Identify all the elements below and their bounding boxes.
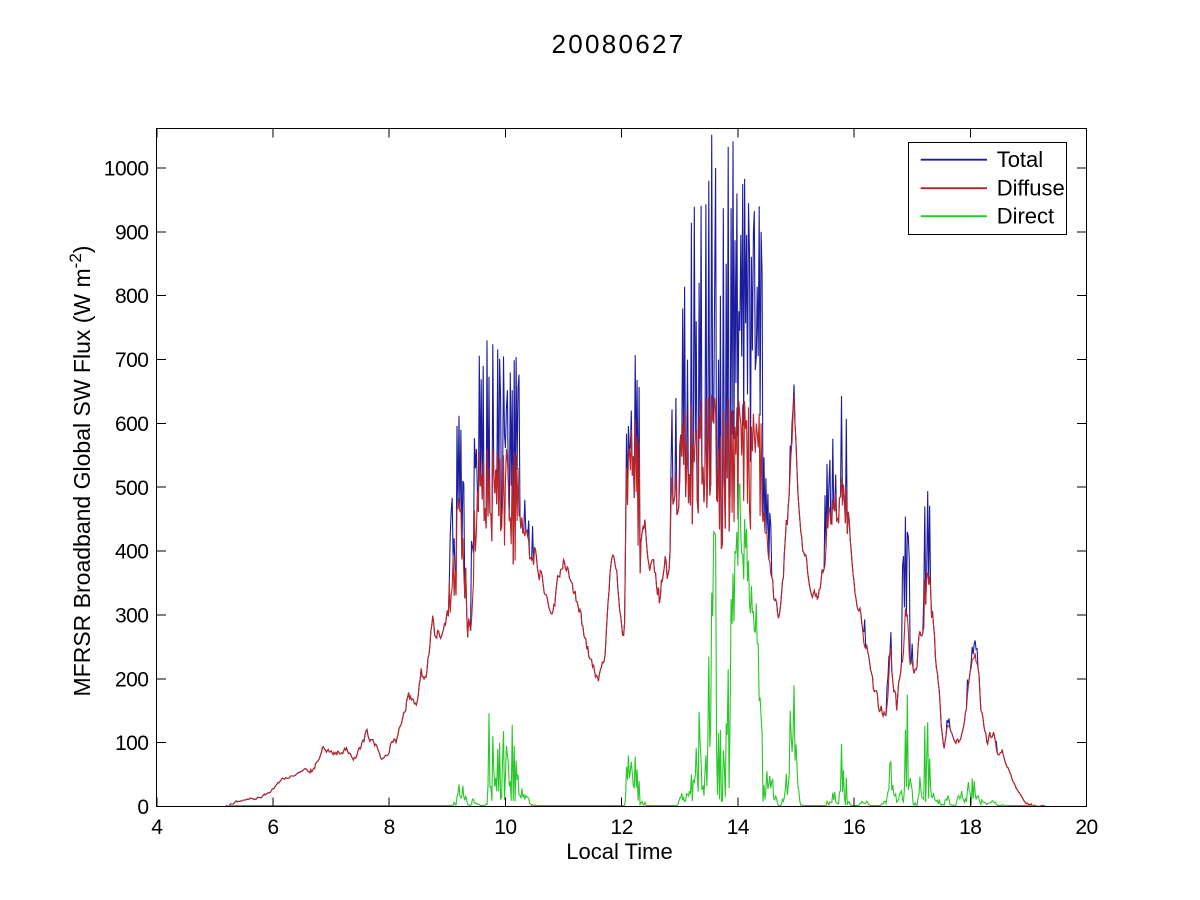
svg-text:4: 4: [151, 816, 163, 839]
svg-text:600: 600: [115, 413, 149, 436]
svg-text:6: 6: [267, 816, 278, 839]
svg-text:12: 12: [611, 816, 633, 839]
svg-text:800: 800: [115, 285, 149, 308]
svg-text:20: 20: [1075, 816, 1097, 839]
svg-text:14: 14: [727, 816, 750, 839]
svg-text:1000: 1000: [104, 158, 149, 181]
svg-text:200: 200: [115, 668, 149, 691]
svg-text:Direct: Direct: [997, 204, 1054, 229]
svg-text:Diffuse: Diffuse: [997, 176, 1065, 201]
svg-text:MFRSR Broadband Global SW Flux: MFRSR Broadband Global SW Flux (W m-2): [66, 246, 95, 697]
svg-text:18: 18: [959, 816, 981, 839]
svg-text:Local Time: Local Time: [566, 839, 672, 864]
svg-text:900: 900: [115, 221, 149, 244]
svg-text:500: 500: [115, 477, 149, 500]
svg-text:8: 8: [384, 816, 395, 839]
svg-text:100: 100: [115, 732, 149, 755]
svg-text:400: 400: [115, 541, 149, 564]
svg-text:20080627: 20080627: [551, 29, 685, 59]
svg-text:300: 300: [115, 605, 149, 628]
svg-text:Total: Total: [997, 147, 1043, 172]
svg-text:700: 700: [115, 349, 149, 372]
svg-text:10: 10: [494, 816, 516, 839]
svg-text:16: 16: [843, 816, 865, 839]
svg-text:0: 0: [137, 796, 148, 819]
